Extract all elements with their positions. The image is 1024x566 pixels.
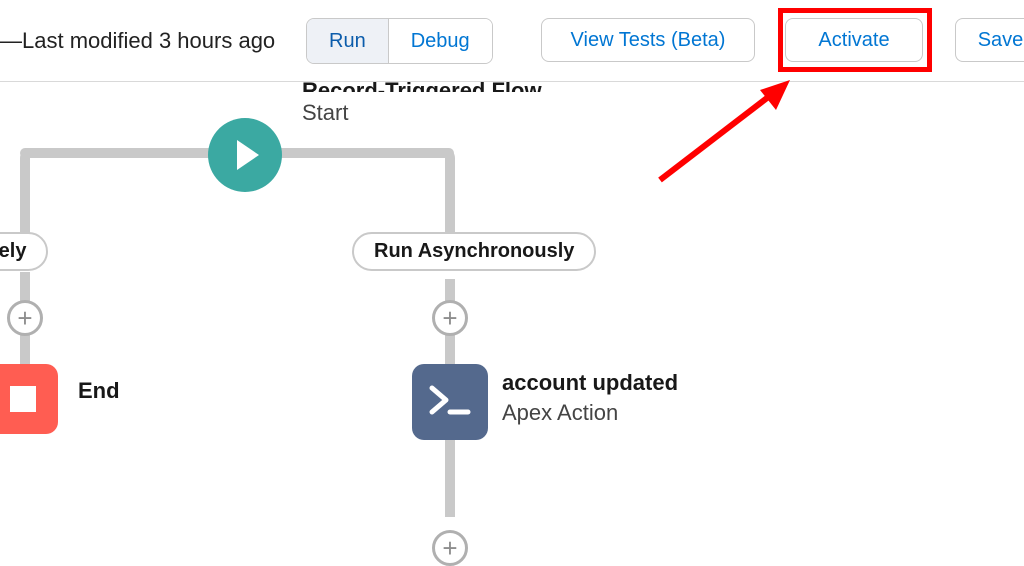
plus-icon: + <box>17 305 32 331</box>
end-node[interactable] <box>0 364 58 434</box>
flow-title: Record-Triggered Flow <box>302 78 572 92</box>
apex-action-label: account updated <box>502 370 678 396</box>
flow-canvas[interactable]: Record-Triggered Flow Start nmediately R… <box>0 82 1024 555</box>
path-label-immediately[interactable]: nmediately <box>0 232 48 271</box>
add-element-button[interactable]: + <box>432 530 468 566</box>
run-debug-group: Run Debug <box>306 18 493 64</box>
stop-icon <box>10 386 36 412</box>
plus-icon: + <box>442 535 457 561</box>
play-icon <box>237 140 259 170</box>
flow-subtitle: Start <box>302 100 348 126</box>
path-label-asynchronously[interactable]: Run Asynchronously <box>352 232 596 271</box>
toolbar: —Last modified 3 hours ago Run Debug Vie… <box>0 0 1024 82</box>
activate-button[interactable]: Activate <box>785 18 923 62</box>
last-modified-text: —Last modified 3 hours ago <box>0 28 275 54</box>
start-node[interactable] <box>208 118 282 192</box>
apex-action-sublabel: Apex Action <box>502 400 618 426</box>
terminal-prompt-icon <box>426 382 474 422</box>
connector <box>445 437 455 517</box>
save-button[interactable]: Save <box>955 18 1024 62</box>
add-element-button[interactable]: + <box>432 300 468 336</box>
add-element-button[interactable]: + <box>7 300 43 336</box>
apex-action-node[interactable] <box>412 364 488 440</box>
run-button[interactable]: Run <box>307 19 389 63</box>
end-node-label: End <box>78 378 120 404</box>
debug-button[interactable]: Debug <box>389 19 492 63</box>
view-tests-button[interactable]: View Tests (Beta) <box>541 18 755 62</box>
plus-icon: + <box>442 305 457 331</box>
